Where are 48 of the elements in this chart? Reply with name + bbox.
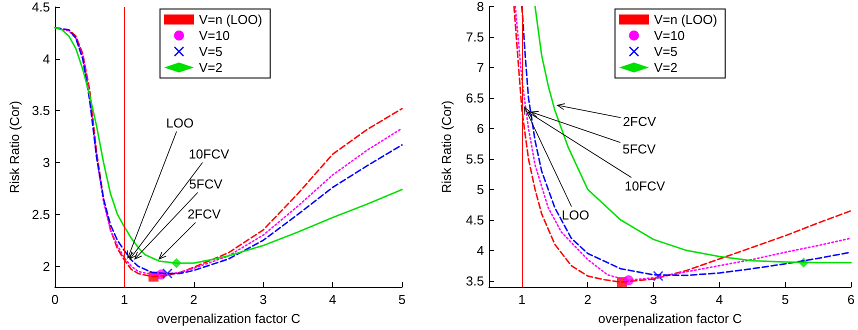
legend-label: V=n (LOO) (654, 12, 718, 27)
annotation: 2FCV (622, 114, 656, 129)
legend-label: V=5 (654, 44, 678, 59)
annotation: 10FCV (188, 146, 230, 162)
annotation: 5FCV (622, 141, 656, 156)
legend-label: V=10 (199, 28, 230, 43)
y-tick-label: 8 (476, 0, 484, 14)
annotation: 5FCV (189, 176, 223, 192)
legend-label: V=n (LOO) (199, 12, 262, 27)
x-tick-label: 3 (260, 292, 267, 307)
y-tick-label: 4 (476, 242, 484, 258)
annotation: LOO (166, 115, 194, 130)
y-tick-label: 4.5 (32, 0, 50, 14)
x-tick-label: 2 (584, 292, 592, 307)
y-tick-label: 3.5 (466, 273, 484, 288)
annotation: 2FCV (187, 206, 222, 222)
y-tick-label: 7 (476, 60, 484, 75)
y-tick-label: 4 (42, 51, 50, 66)
legend-label: V=2 (199, 60, 222, 75)
x-tick-label: 4 (716, 292, 723, 307)
x-axis-title: overpenalization factor C (156, 311, 300, 326)
x-tick-label: 4 (328, 292, 336, 307)
x-tick-label: 3 (650, 292, 658, 307)
x-tick-label: 5 (398, 292, 406, 307)
y-tick-label: 4.5 (466, 212, 484, 228)
y-tick-label: 5.5 (466, 151, 484, 166)
x-tick-label: 5 (782, 292, 789, 307)
legend-label: V=2 (654, 60, 678, 75)
y-tick-label: 7.5 (466, 29, 484, 44)
x-axis-title: overpenalization factor C (598, 311, 742, 326)
x-tick-label: 2 (190, 292, 198, 307)
y-axis-title: Risk Ratio (Cor) (439, 100, 454, 193)
y-tick-label: 2.5 (32, 206, 50, 222)
x-tick-label: 1 (518, 292, 526, 307)
y-tick-label: 6 (476, 120, 484, 136)
y-axis-title: Risk Ratio (Cor) (7, 100, 22, 194)
y-tick-label: 6.5 (466, 90, 484, 106)
x-tick-label: 1 (120, 292, 128, 307)
y-tick-label: 5 (476, 182, 484, 197)
y-tick-label: 3.5 (32, 103, 50, 118)
legend-label: V=10 (654, 28, 685, 43)
annotation: LOO (562, 208, 590, 223)
y-tick-label: 2 (42, 258, 50, 274)
legend-label: V=5 (199, 44, 222, 59)
x-tick-label: 0 (51, 292, 59, 307)
annotation: 10FCV (624, 178, 666, 194)
y-tick-label: 3 (42, 155, 50, 170)
x-tick-label: 6 (847, 292, 855, 307)
